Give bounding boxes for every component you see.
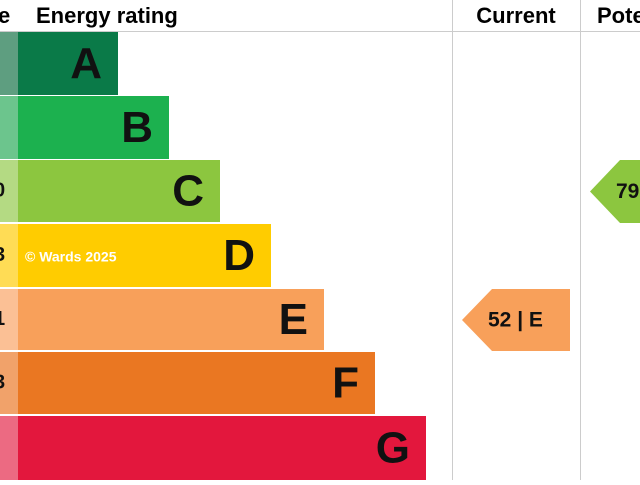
score-fragment: 0 — [0, 179, 5, 201]
band-bar — [18, 416, 426, 480]
score-cell — [0, 96, 18, 159]
band-letter: A — [70, 39, 102, 88]
header-current: Current — [476, 3, 556, 28]
header-rating: Energy rating — [36, 3, 178, 28]
band-bar — [18, 32, 118, 95]
potential-arrow — [590, 160, 640, 223]
band-bar — [18, 352, 375, 414]
score-fragment: 3 — [0, 244, 5, 266]
band-bar — [18, 224, 271, 287]
band-letter: B — [121, 103, 153, 152]
band-letter: D — [223, 231, 255, 280]
band-letter: C — [172, 167, 204, 216]
score-cell — [0, 32, 18, 95]
score-cell — [0, 416, 18, 480]
band-bar — [18, 96, 169, 159]
header-potential: Pote — [597, 3, 640, 28]
score-cell — [0, 352, 18, 414]
score-fragment: 1 — [0, 308, 5, 330]
band-bar — [18, 289, 324, 350]
score-cell — [0, 289, 18, 350]
current-arrow-label: 52 | E — [488, 309, 543, 332]
current-arrow — [462, 289, 570, 351]
score-cell — [0, 160, 18, 222]
band-letter: E — [279, 295, 308, 344]
header-score: e — [0, 3, 10, 28]
score-fragment: 3 — [0, 371, 5, 393]
band-letter: G — [376, 424, 410, 473]
potential-arrow-label: 79 — [616, 180, 639, 203]
score-cell — [0, 224, 18, 287]
band-letter: F — [332, 359, 359, 408]
band-bar — [18, 160, 220, 222]
copyright: © Wards 2025 — [25, 249, 117, 265]
